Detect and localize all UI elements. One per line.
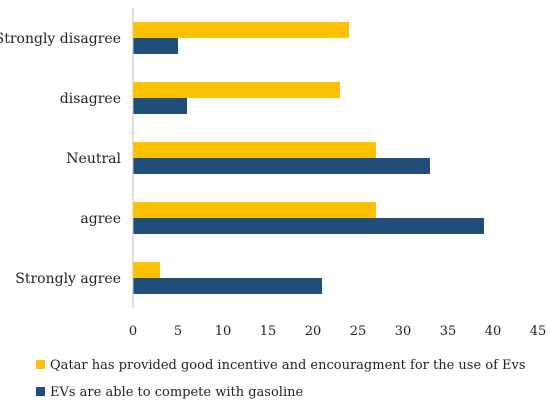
category-label: Strongly disagree [0, 31, 121, 47]
bar-incentive-4 [133, 262, 160, 278]
x-tick-label: 30 [395, 324, 412, 339]
bar-compete-2 [133, 158, 430, 174]
x-tick-label: 40 [485, 324, 502, 339]
x-tick-label: 45 [530, 324, 547, 339]
bar-compete-3 [133, 218, 484, 234]
legend-label: EVs are able to compete with gasoline [50, 385, 303, 400]
bar-compete-4 [133, 278, 322, 294]
category-label: disagree [60, 91, 121, 107]
bar-incentive-1 [133, 82, 340, 98]
x-tick-label: 5 [174, 324, 182, 339]
bar-incentive-3 [133, 202, 376, 218]
legend-label: Qatar has provided good incentive and en… [50, 358, 526, 373]
x-tick-label: 20 [305, 324, 322, 339]
x-tick-label: 10 [215, 324, 232, 339]
bar-incentive-2 [133, 142, 376, 158]
x-tick-label: 25 [350, 324, 367, 339]
x-tick-label: 15 [260, 324, 277, 339]
bar-compete-1 [133, 98, 187, 114]
bar-incentive-0 [133, 22, 349, 38]
bar-compete-0 [133, 38, 178, 54]
bars-group [133, 22, 484, 294]
legend: Qatar has provided good incentive and en… [36, 358, 526, 400]
x-tick-label: 35 [440, 324, 457, 339]
legend-swatch [36, 387, 45, 396]
legend-swatch [36, 360, 45, 369]
category-label: Neutral [66, 151, 121, 167]
x-tick-labels: 0 5 10 15 20 25 30 35 40 45 [129, 324, 546, 339]
x-tick-label: 0 [129, 324, 137, 339]
category-label: agree [80, 211, 121, 227]
category-labels: Strongly disagree disagree Neutral agree Str… [0, 31, 122, 287]
category-label: Strongly agree [15, 271, 121, 287]
